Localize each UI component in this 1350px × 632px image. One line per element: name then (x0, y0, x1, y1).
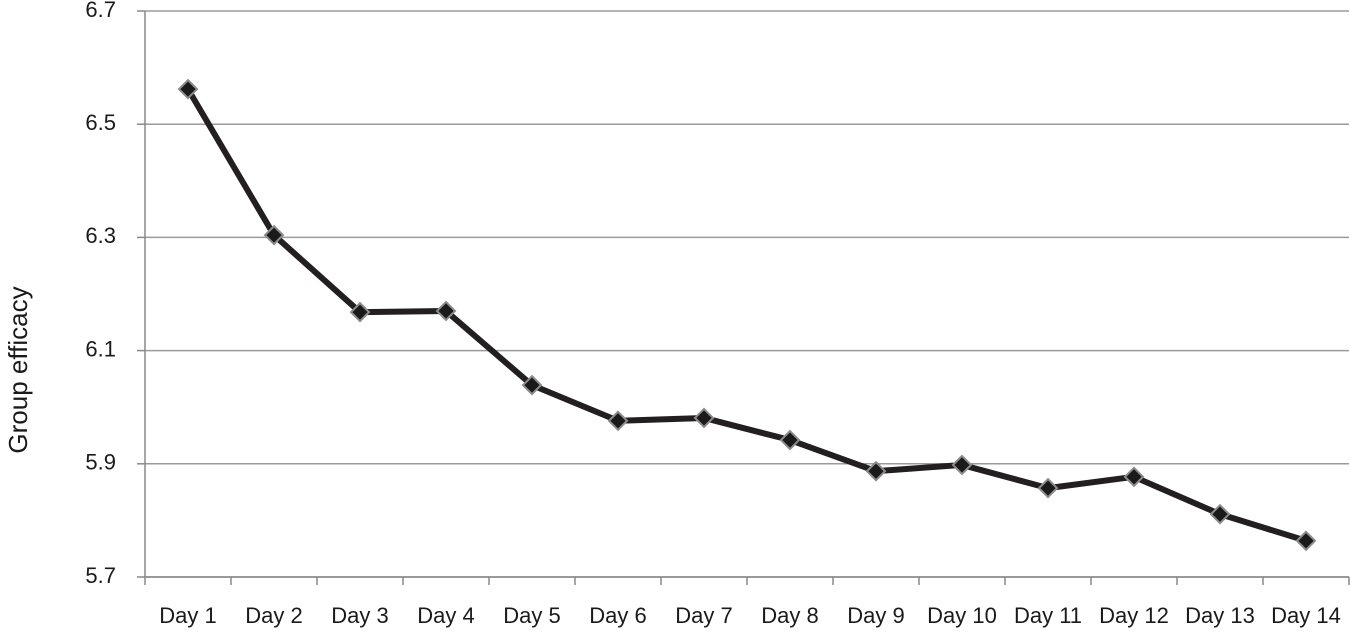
line (185, 87, 1307, 544)
marker (1037, 477, 1059, 499)
x-tick-label: Day 9 (847, 603, 904, 628)
x-tick-label: Day 4 (417, 603, 474, 628)
y-tick-label: 6.3 (85, 223, 116, 248)
y-tick-label: 6.5 (85, 110, 116, 135)
marker (951, 454, 973, 476)
x-tick-label: Day 12 (1099, 603, 1169, 628)
marker (1209, 503, 1231, 525)
marker (177, 78, 199, 100)
y-tick-label: 5.9 (85, 450, 116, 475)
marker (693, 407, 715, 429)
y-tick-label: 5.7 (85, 563, 116, 588)
marker (521, 374, 543, 396)
x-tick-label: Day 2 (245, 603, 302, 628)
x-tick-label: Day 7 (675, 603, 732, 628)
x-tick-label: Day 3 (331, 603, 388, 628)
marker (1123, 466, 1145, 488)
y-axis-label: Group efficacy (3, 286, 33, 453)
marker (865, 460, 887, 482)
y-tick-label: 6.1 (85, 336, 116, 361)
marker (1295, 530, 1317, 552)
x-tick-label: Day 14 (1271, 603, 1341, 628)
x-tick-label: Day 10 (927, 603, 997, 628)
marker (607, 410, 629, 432)
x-tick-label: Day 11 (1014, 603, 1082, 628)
x-tick-label: Day 5 (503, 603, 560, 628)
x-tick-label: Day 13 (1185, 603, 1255, 628)
x-tick-label: Day 6 (589, 603, 646, 628)
marker (779, 429, 801, 451)
x-tick-label: Day 1 (159, 603, 216, 628)
y-tick-label: 6.7 (85, 0, 116, 22)
marker (263, 224, 285, 246)
marker (349, 301, 371, 323)
marker (435, 300, 457, 322)
x-tick-label: Day 8 (761, 603, 818, 628)
